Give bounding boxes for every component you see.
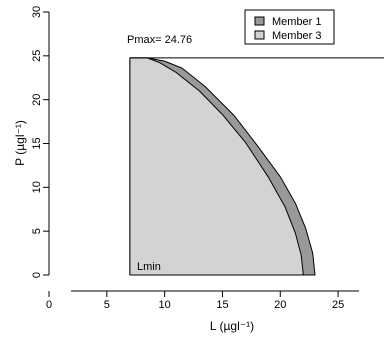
legend-box: [244, 9, 335, 45]
y-tick-label: 5: [31, 228, 43, 234]
region-member-3: [129, 57, 304, 276]
legend-swatch-member-1: [254, 16, 265, 26]
x-tick-label: 15: [216, 299, 228, 311]
regions-layer: [129, 57, 316, 276]
y-tick-label: 25: [31, 50, 43, 62]
x-tick-label: 20: [274, 299, 286, 311]
y-tick-label: 20: [31, 94, 43, 106]
legend-label-member-3: Member 3: [272, 30, 322, 42]
x-tick-label: 5: [104, 299, 110, 311]
x-tick-label: 25: [332, 299, 344, 311]
x-axis-title: L (µgl⁻¹): [210, 319, 254, 333]
legend-swatch-member-3: [254, 30, 265, 40]
y-tick-label: 0: [31, 272, 43, 278]
x-ticks: 0 5 10 15 20 25: [46, 291, 344, 311]
legend-label-member-1: Member 1: [272, 16, 322, 28]
y-ticks: 0 5 10 15 20 25 30: [31, 6, 49, 278]
lmin-label: Lmin: [137, 261, 161, 273]
y-tick-label: 10: [31, 181, 43, 193]
x-tick-label: 0: [46, 299, 52, 311]
y-tick-label: 30: [31, 6, 43, 18]
y-tick-label: 15: [31, 137, 43, 149]
y-axis-title: P (µgl⁻¹): [13, 120, 27, 166]
legend: Member 1 Member 3: [244, 9, 335, 45]
pmax-label: Pmax= 24.76: [127, 34, 192, 46]
x-tick-label: 10: [159, 299, 171, 311]
